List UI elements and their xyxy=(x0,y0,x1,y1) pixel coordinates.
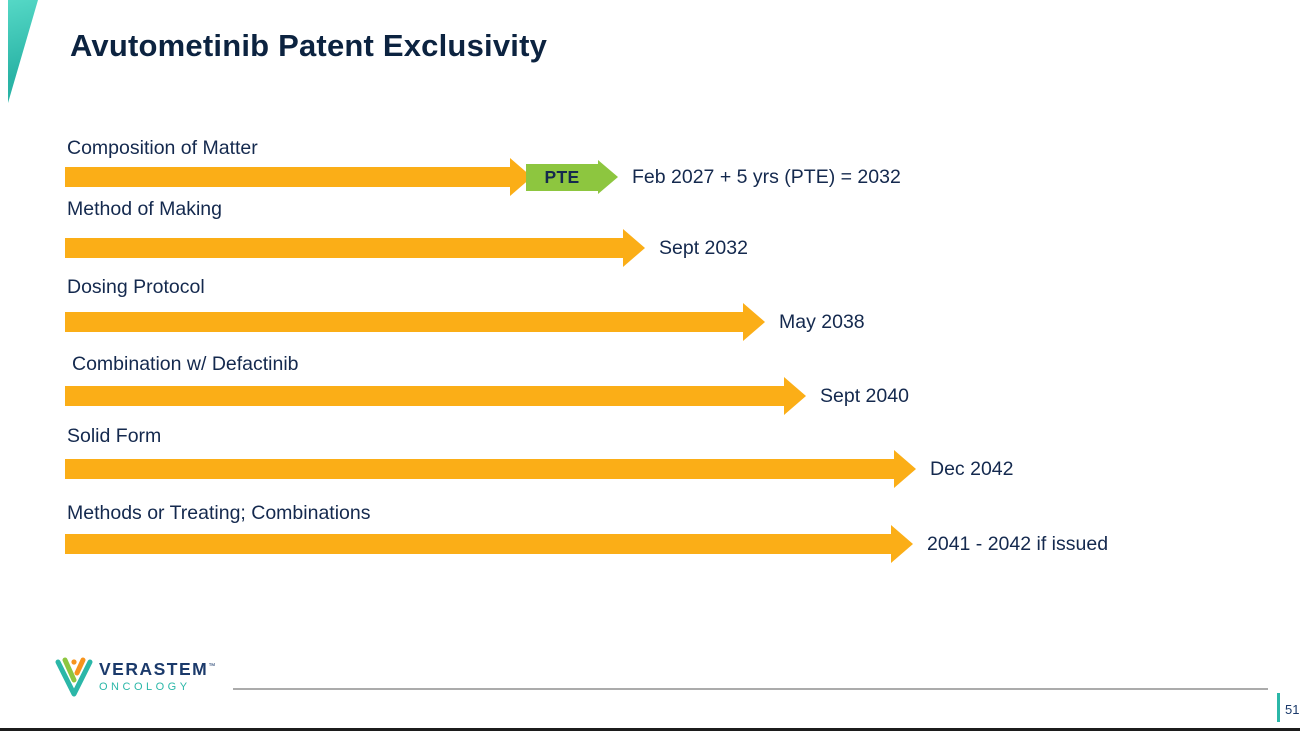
patent-bar-arrowhead-icon xyxy=(743,303,765,341)
patent-bar-arrowhead-icon xyxy=(891,525,913,563)
patent-timeline-row: PTE Feb 2027 + 5 yrs (PTE) = 2032 xyxy=(65,158,901,196)
footer-divider xyxy=(233,688,1268,690)
patent-row-label: Dosing Protocol xyxy=(67,276,205,298)
patent-row-label: Solid Form xyxy=(67,425,162,447)
patent-bar xyxy=(65,459,894,479)
patent-date-label: Dec 2042 xyxy=(930,457,1014,480)
patent-date-label: 2041 - 2042 if issued xyxy=(927,532,1109,555)
patent-bar xyxy=(65,386,784,406)
patent-row-label: Method of Making xyxy=(67,198,223,220)
patent-date-label: Sept 2032 xyxy=(659,236,748,259)
verastem-logo-icon xyxy=(55,657,93,697)
page-number-accent xyxy=(1277,693,1280,722)
patent-bar-arrowhead-icon xyxy=(784,377,806,415)
patent-bar-arrowhead-icon xyxy=(894,450,916,488)
logo-name: VERASTEM™ xyxy=(99,659,217,680)
patent-row-label: Methods or Treating; Combinations xyxy=(67,502,371,524)
patent-bar xyxy=(65,238,623,258)
patent-timeline-row: May 2038 xyxy=(65,303,865,341)
page-title: Avutometinib Patent Exclusivity xyxy=(70,28,548,63)
pte-label: PTE xyxy=(544,166,580,187)
pte-bar: PTE xyxy=(526,163,598,191)
patent-bar xyxy=(65,312,743,332)
patent-date-label: May 2038 xyxy=(779,310,865,333)
patent-row-label: Composition of Matter xyxy=(67,137,258,159)
patent-bar xyxy=(65,534,891,554)
verastem-logo-text: VERASTEM™ ONCOLOGY xyxy=(99,661,217,693)
patent-timeline-row: Dec 2042 xyxy=(65,450,1013,488)
page-number: 51 xyxy=(1285,702,1300,717)
verastem-logo: VERASTEM™ ONCOLOGY xyxy=(55,657,217,697)
patent-timeline-row: Sept 2032 xyxy=(65,229,748,267)
patent-date-label: Sept 2040 xyxy=(820,384,909,407)
patent-timeline-row: Sept 2040 xyxy=(65,377,909,415)
patent-bar xyxy=(65,167,510,187)
pte-arrow: PTE xyxy=(526,160,618,194)
patent-row-label: Combination w/ Defactinib xyxy=(72,353,299,375)
pte-arrowhead-icon xyxy=(598,160,618,194)
logo-subtitle: ONCOLOGY xyxy=(99,680,191,693)
trademark-symbol: ™ xyxy=(208,663,217,671)
patent-bar-arrowhead-icon xyxy=(623,229,645,267)
corner-accent xyxy=(8,0,38,103)
patent-timeline-row: 2041 - 2042 if issued xyxy=(65,525,1108,563)
patent-date-label: Feb 2027 + 5 yrs (PTE) = 2032 xyxy=(632,165,901,188)
